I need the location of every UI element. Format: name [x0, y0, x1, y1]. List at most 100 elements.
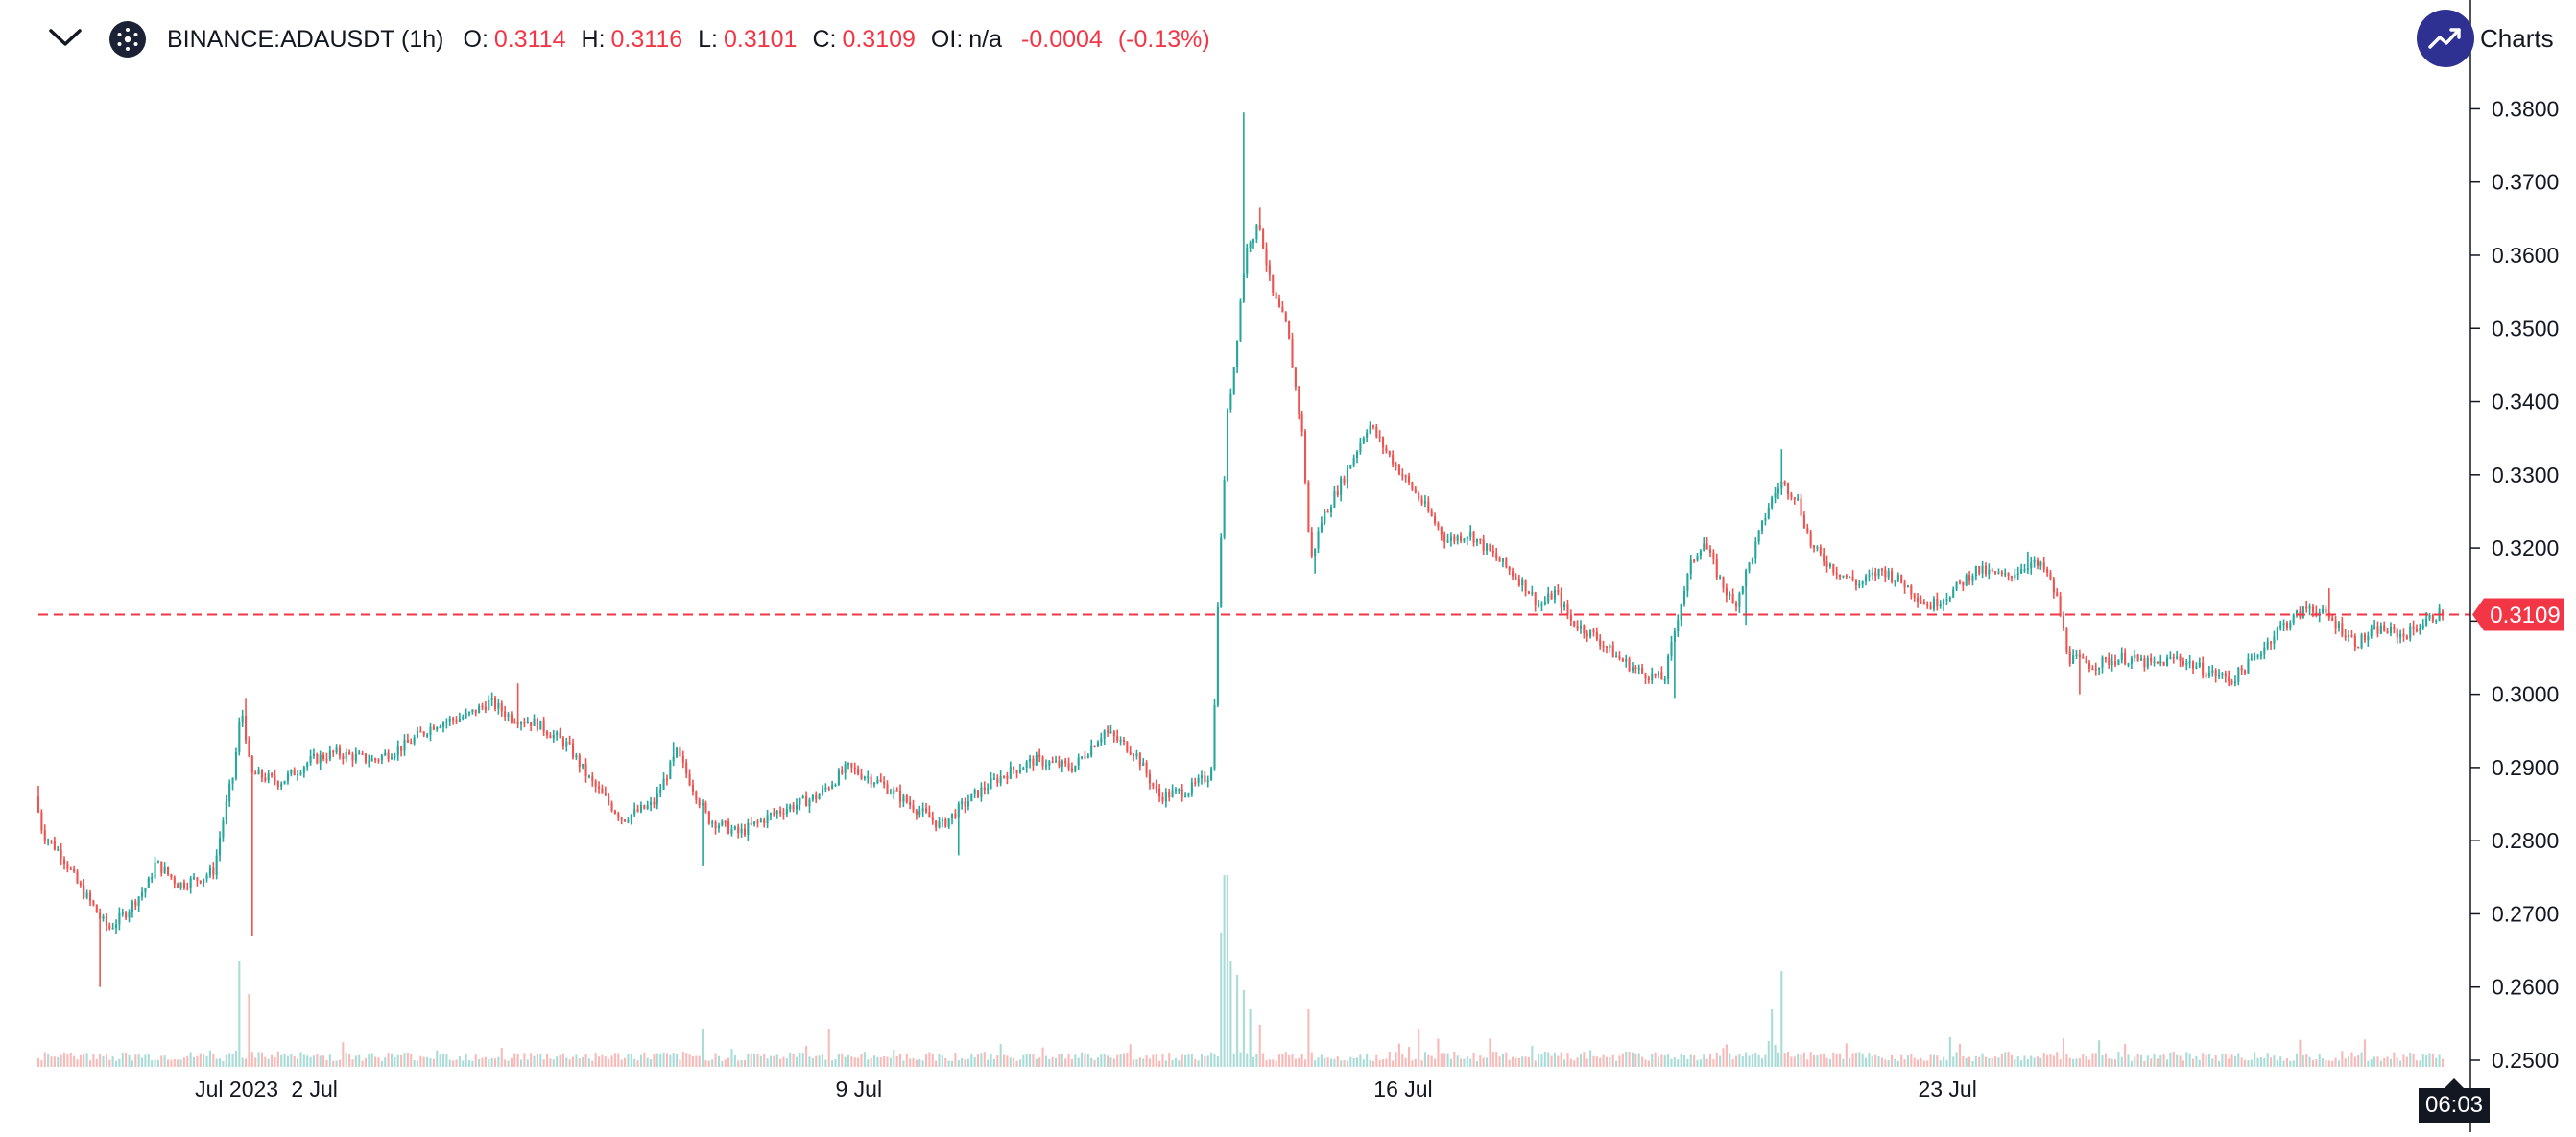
time-tick-label: 23 Jul	[1918, 1077, 1976, 1101]
candle	[219, 831, 222, 862]
candle	[493, 696, 497, 712]
candle	[2402, 628, 2405, 642]
candle	[792, 801, 795, 813]
candle	[1397, 463, 1400, 476]
volume-bar	[1194, 1058, 1197, 1067]
candle-body	[785, 809, 788, 815]
volume-bar	[1375, 1054, 1378, 1067]
candle-body	[957, 803, 960, 818]
candle-body	[1093, 746, 1096, 747]
candle	[2068, 646, 2071, 667]
candle-body	[2169, 657, 2172, 659]
candle	[2179, 653, 2182, 668]
candle-body	[1677, 620, 1680, 632]
volume-bar	[2143, 1060, 2146, 1067]
price-tick-label: 0.3200	[2492, 535, 2559, 560]
volume-bar	[2402, 1054, 2405, 1067]
candle-body	[2344, 635, 2347, 638]
candle	[918, 805, 921, 818]
volume-bar	[2292, 1060, 2295, 1067]
candle	[2004, 568, 2007, 578]
candle	[2421, 619, 2424, 630]
volume-bar	[1178, 1060, 1181, 1067]
candle	[306, 761, 309, 771]
candle	[1109, 724, 1112, 734]
candle-body	[1320, 522, 1323, 532]
candle	[1152, 782, 1155, 790]
candle	[1677, 614, 1680, 637]
candle	[568, 735, 571, 746]
candle	[1625, 654, 1628, 668]
candle	[2078, 649, 2081, 695]
candle	[653, 797, 656, 809]
volume-bar	[2376, 1056, 2379, 1067]
candle-body	[2046, 569, 2049, 573]
candle-body	[189, 878, 192, 888]
candle-body	[1378, 436, 1381, 438]
candle	[1884, 566, 1887, 583]
candle	[1116, 729, 1119, 743]
volume-bar	[1161, 1054, 1164, 1067]
volume-bar	[2176, 1054, 2179, 1067]
candle	[348, 749, 351, 755]
volume-bar	[1988, 1058, 1991, 1067]
candle	[1680, 603, 1682, 627]
candle-body	[727, 821, 730, 834]
candle-body	[1326, 511, 1329, 513]
candle-body	[348, 751, 351, 755]
candle	[1819, 544, 1822, 557]
volume-bar	[2370, 1059, 2373, 1067]
candle-body	[1074, 765, 1077, 772]
candle	[1213, 699, 1216, 771]
candle-body	[1220, 537, 1223, 607]
candle	[1015, 770, 1018, 779]
candle	[1708, 545, 1712, 557]
candle	[1161, 792, 1164, 805]
chevron-down-icon[interactable]	[49, 26, 82, 54]
volume-bar	[831, 1060, 834, 1067]
candle-body	[1682, 590, 1686, 604]
volume-bar	[685, 1053, 688, 1067]
candle-body	[179, 882, 182, 888]
collapse-legend-button[interactable]	[40, 17, 90, 61]
volume-bar	[99, 1054, 102, 1067]
candle	[1288, 320, 1291, 340]
candle	[488, 695, 490, 711]
candle	[1369, 421, 1371, 435]
volume-bar	[196, 1055, 199, 1067]
volume-bar	[1932, 1054, 1935, 1067]
candle-body	[500, 702, 503, 712]
volume-bar	[2331, 1060, 2334, 1067]
volume-bar	[1677, 1059, 1680, 1067]
candle	[1067, 757, 1070, 772]
candle	[62, 856, 66, 870]
candle	[1044, 759, 1047, 771]
candle-body	[539, 720, 542, 730]
volume-bar	[2207, 1054, 2210, 1067]
volume-bar	[2139, 1054, 2143, 1067]
candle-body	[1948, 597, 1951, 600]
candle	[824, 783, 827, 793]
candle-body	[1667, 655, 1670, 679]
candle-body	[1362, 438, 1365, 443]
volume-bar	[516, 1054, 519, 1067]
volume-bar	[50, 1056, 53, 1067]
candle-body	[1041, 756, 1044, 767]
candle-body	[2033, 559, 2036, 563]
volume-bar	[1780, 971, 1783, 1067]
candle-body	[36, 796, 40, 813]
candle-body	[578, 755, 581, 768]
candle-body	[2357, 647, 2360, 649]
volume-bar	[293, 1055, 296, 1067]
candle	[170, 873, 173, 880]
volume-bar	[2296, 1053, 2299, 1067]
brand-logo-button[interactable]: Charts	[2417, 8, 2554, 69]
candle	[516, 683, 519, 729]
candle	[679, 746, 681, 757]
candle	[1641, 663, 1644, 675]
candle-body	[2205, 675, 2207, 677]
candle-body	[102, 916, 105, 919]
symbol-name[interactable]: BINANCE:ADAUSDT (1h)	[167, 25, 444, 53]
